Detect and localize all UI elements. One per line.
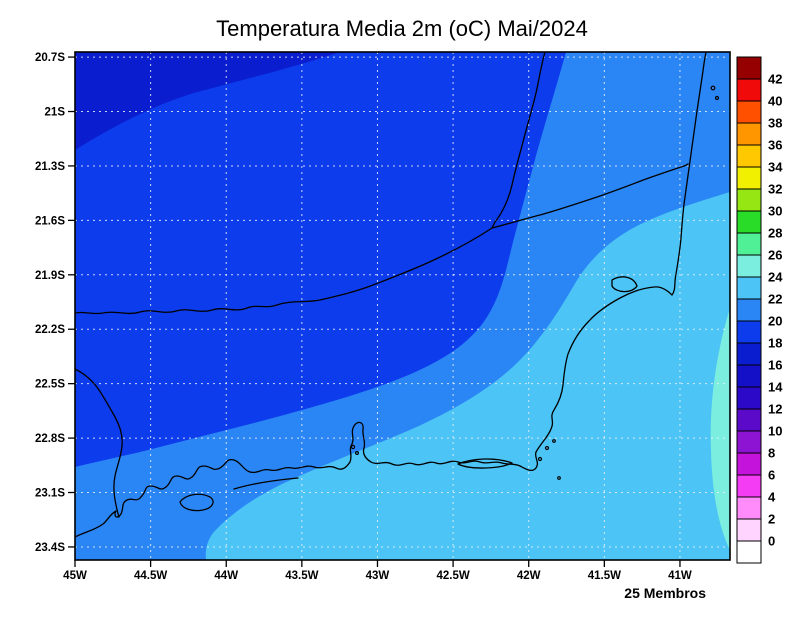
colorbar-tick-label: 20 xyxy=(768,314,782,329)
small-island-dot xyxy=(537,456,543,462)
colorbar-tick-label: 12 xyxy=(768,402,782,417)
colorbar-cell xyxy=(736,474,762,498)
coastlines-and-borders xyxy=(75,52,720,538)
y-tick-label: 21.6S xyxy=(35,215,65,227)
colorbar-tick-label: 16 xyxy=(768,358,782,373)
colorbar-tick-label: 10 xyxy=(768,424,782,439)
y-tick-label: 22.8S xyxy=(35,433,65,445)
colorbar-cell xyxy=(736,188,762,212)
marambaia-spit xyxy=(233,477,299,490)
colorbar-cell xyxy=(736,364,762,388)
araruama-lagoon xyxy=(457,458,513,469)
colorbar-cell xyxy=(736,452,762,476)
small-island-dot xyxy=(557,476,561,480)
y-tick-label: 22.5S xyxy=(35,379,65,391)
colorbar-cell xyxy=(736,298,762,322)
colorbar-tick-label: 26 xyxy=(768,248,782,263)
colorbar-cell xyxy=(736,386,762,410)
colorbar-cell xyxy=(736,166,762,190)
border-rj-es xyxy=(491,163,689,229)
ensemble-members-label: 25 Membros xyxy=(624,585,706,601)
main-coastline xyxy=(75,52,707,538)
x-tick-label: 42.5W xyxy=(436,570,469,582)
colorbar-cell xyxy=(736,254,762,278)
colorbar-cell xyxy=(736,56,762,80)
small-island-dot xyxy=(710,85,716,91)
colorbar-tick-label: 38 xyxy=(768,116,782,131)
colorbar-tick-label: 42 xyxy=(768,72,782,87)
y-tick-label: 23.4S xyxy=(35,542,65,554)
colorbar-tick-label: 24 xyxy=(768,270,783,285)
colorbar-cell xyxy=(736,78,762,102)
plot-title: Temperatura Media 2m (oC) Mai/2024 xyxy=(216,16,588,41)
colorbar-cell xyxy=(736,320,762,344)
small-island-dot xyxy=(355,451,360,456)
border-rj-sp xyxy=(75,368,123,518)
x-tick-label: 41.5W xyxy=(588,570,621,582)
temp-band-16-18 xyxy=(75,52,340,150)
y-tick-label: 21.9S xyxy=(35,270,65,282)
colorbar-cell xyxy=(736,430,762,454)
colorbar-cell xyxy=(736,144,762,168)
x-tick-label: 45W xyxy=(63,570,87,582)
colorbar-tick-label: 22 xyxy=(768,292,782,307)
colorbar-tick-label: 8 xyxy=(768,446,775,461)
border-es-mg xyxy=(491,52,546,229)
y-tick-label: 21.3S xyxy=(35,161,65,173)
y-tick-label: 22.2S xyxy=(35,324,65,336)
colorbar-cell xyxy=(736,122,762,146)
x-tick-label: 44.5W xyxy=(134,570,167,582)
x-tick-label: 42W xyxy=(517,570,541,582)
lagoa-feia xyxy=(611,276,638,293)
x-tick-label: 41W xyxy=(668,570,692,582)
axes-ticks-and-labels: 45W 44.5W 44W 43.5W 43W 42.5W 42W 41.5W 41W 20.7S… xyxy=(35,52,692,582)
x-tick-label: 44W xyxy=(214,570,238,582)
lat-lon-gridlines xyxy=(75,52,730,560)
colorbar-cell xyxy=(736,100,762,124)
y-tick-label: 20.7S xyxy=(35,52,65,64)
colorbar-tick-label: 0 xyxy=(768,534,775,549)
colorbar-tick-label: 30 xyxy=(768,204,782,219)
colorbar-cell xyxy=(736,342,762,366)
x-tick-label: 43W xyxy=(366,570,390,582)
colorbar-tick-label: 34 xyxy=(768,160,783,175)
small-island-dot xyxy=(714,95,720,101)
y-tick-label: 23.1S xyxy=(35,488,65,500)
colorbar-cell xyxy=(736,518,762,542)
small-island-dot xyxy=(544,445,550,451)
colorbar-cell xyxy=(736,210,762,234)
colorbar-tick-label: 4 xyxy=(768,490,776,505)
plot-frame xyxy=(74,51,731,561)
colorbar-tick-label: 2 xyxy=(768,512,775,527)
colorbar-tick-label: 32 xyxy=(768,182,782,197)
small-island-dot xyxy=(552,439,556,443)
colorbar-tick-label: 28 xyxy=(768,226,782,241)
colorbar-tick-label: 36 xyxy=(768,138,782,153)
colorbar-cell xyxy=(736,408,762,432)
temperature-fill-bands xyxy=(75,52,730,560)
x-tick-label: 43.5W xyxy=(285,570,318,582)
colorbar-cell xyxy=(736,276,762,300)
border-rj-mg xyxy=(75,227,493,315)
colorbar-tick-label: 40 xyxy=(768,94,782,109)
colorbar-cell xyxy=(736,232,762,256)
colorbar-tick-label: 18 xyxy=(768,336,782,351)
colorbar-cell xyxy=(736,496,762,520)
temp-band-24-26 xyxy=(710,308,730,550)
y-tick-label: 21S xyxy=(45,107,66,119)
colorbar-tick-label: 6 xyxy=(768,468,775,483)
colorbar-tick-label: 14 xyxy=(768,380,783,395)
colorbar-cell xyxy=(736,540,762,564)
ilha-grande-island xyxy=(179,493,214,512)
small-island-dot xyxy=(350,444,356,450)
